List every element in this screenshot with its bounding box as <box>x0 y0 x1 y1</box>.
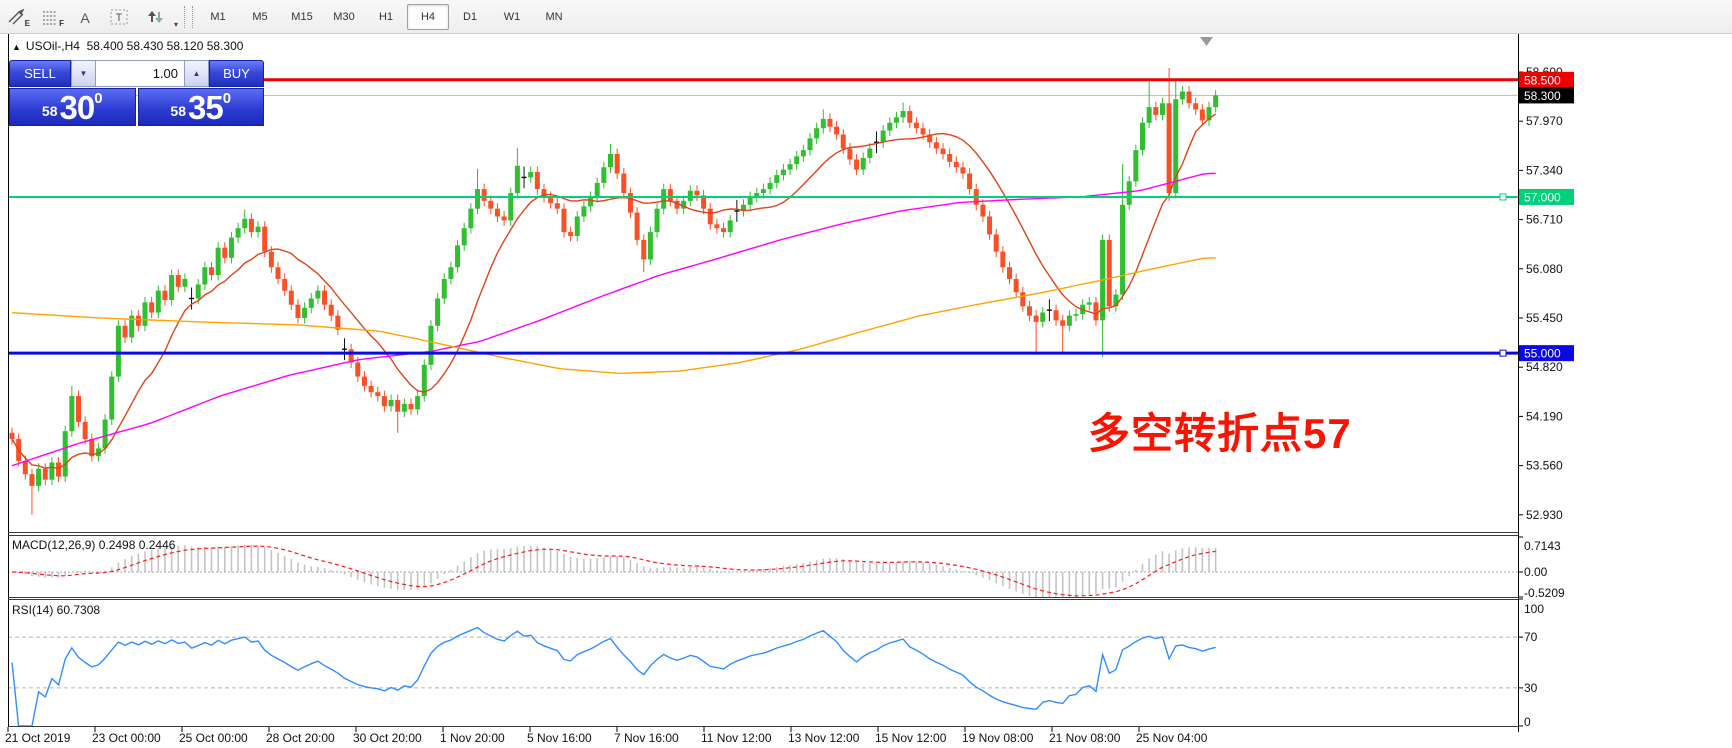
toolbar-grip[interactable] <box>184 5 193 28</box>
lot-size-input[interactable] <box>96 60 184 87</box>
ask-price-big: 35 <box>188 89 224 126</box>
svg-text:21 Nov 08:00: 21 Nov 08:00 <box>1049 731 1121 745</box>
ask-price-button[interactable]: 58 35 0 <box>137 88 264 126</box>
price-axis: 58.60057.97057.34056.71056.08055.45054.8… <box>1518 65 1574 729</box>
text-label-tool-button[interactable]: T <box>103 4 135 30</box>
sell-button[interactable]: SELL <box>9 60 71 87</box>
lot-decrease-button[interactable]: ▼ <box>71 60 96 87</box>
svg-text:57.000: 57.000 <box>1524 190 1561 204</box>
svg-text:19 Nov 08:00: 19 Nov 08:00 <box>962 731 1034 745</box>
one-click-trading-panel: SELL ▼ ▲ BUY 58 30 0 58 35 0 <box>9 60 264 126</box>
svg-text:28 Oct 20:00: 28 Oct 20:00 <box>266 731 335 745</box>
svg-text:25 Oct 00:00: 25 Oct 00:00 <box>179 731 248 745</box>
bid-price-small: 58 <box>41 103 58 119</box>
bid-price-sup: 0 <box>94 90 103 107</box>
time-axis: 21 Oct 2019 23 Oct 00:00 25 Oct 00:00 28 Oc… <box>5 727 1208 745</box>
svg-text:A: A <box>80 10 90 25</box>
svg-text:30 Oct 20:00: 30 Oct 20:00 <box>353 731 422 745</box>
svg-text:56.710: 56.710 <box>1526 213 1563 227</box>
svg-text:T: T <box>116 12 123 24</box>
rsi-line <box>11 626 1216 726</box>
svg-text:11 Nov 12:00: 11 Nov 12:00 <box>701 731 772 745</box>
ma-mid <box>11 172 1216 467</box>
chart-shift-marker-icon[interactable] <box>1200 37 1213 46</box>
text-icon: A <box>80 10 90 25</box>
chart-title: ▲ USOil-,H4 58.400 58.430 58.120 58.300 <box>12 39 243 53</box>
equidistant-channel-icon <box>8 8 25 24</box>
svg-text:58.500: 58.500 <box>1524 73 1561 87</box>
timeframe-button-m5[interactable]: M5 <box>252 10 268 23</box>
timeframe-button-mn[interactable]: MN <box>545 10 563 23</box>
svg-text:57.970: 57.970 <box>1526 114 1563 128</box>
chart-annotation: 多空转折点57 <box>1088 410 1352 457</box>
svg-text:13 Nov 12:00: 13 Nov 12:00 <box>788 731 860 745</box>
bid-price-big: 30 <box>59 89 96 126</box>
svg-text:55.450: 55.450 <box>1526 311 1563 325</box>
rsi-label: RSI(14) 60.7308 <box>12 603 101 617</box>
ma-slow <box>11 257 1216 375</box>
svg-text:55.000: 55.000 <box>1524 347 1561 361</box>
ask-price-sup: 0 <box>222 90 232 107</box>
svg-text:1 Nov 20:00: 1 Nov 20:00 <box>440 731 505 745</box>
toolbar: E F A T ▾ <box>0 0 1732 34</box>
svg-text:57.340: 57.340 <box>1526 163 1563 177</box>
timeframe-button-d1[interactable]: D1 <box>462 10 478 23</box>
candlestick-series <box>9 68 1219 515</box>
pivot-line-57-handle[interactable] <box>1499 193 1507 201</box>
text-tool-button[interactable]: A <box>69 4 101 30</box>
svg-text:0.7143: 0.7143 <box>1524 539 1561 553</box>
svg-text:0: 0 <box>1524 715 1531 729</box>
timeframe-button-w1[interactable]: W1 <box>503 10 521 23</box>
buy-button[interactable]: BUY <box>209 60 264 87</box>
symbol-period-label: USOil-,H4 <box>25 39 80 53</box>
text-label-icon: T <box>110 9 128 24</box>
timeframe-button-m1[interactable]: M1 <box>210 10 226 23</box>
fibonacci-tool-button[interactable]: F <box>35 4 67 30</box>
svg-text:70: 70 <box>1524 630 1538 644</box>
equidistant-channel-tool-button[interactable]: E <box>1 4 33 30</box>
ma-fast <box>11 113 1217 470</box>
svg-text:53.560: 53.560 <box>1526 459 1563 473</box>
ohlc-values: 58.400 58.430 58.120 58.300 <box>86 39 244 53</box>
svg-text:15 Nov 12:00: 15 Nov 12:00 <box>875 731 947 745</box>
svg-text:54.190: 54.190 <box>1526 409 1563 423</box>
svg-text:56.080: 56.080 <box>1526 262 1563 276</box>
pivot-line-57-price-label <box>1519 188 1574 205</box>
timeframe-button-m15[interactable]: M15 <box>291 10 313 23</box>
timeframe-button-m30[interactable]: M30 <box>333 10 355 23</box>
resistance-line-price-label <box>1519 71 1574 88</box>
svg-text:52.930: 52.930 <box>1526 508 1563 522</box>
timeframe-button-h4[interactable]: H4 <box>407 3 449 30</box>
bid-price-button[interactable]: 58 30 0 <box>9 88 136 126</box>
arrows-icon <box>147 10 163 23</box>
ask-price-small: 58 <box>170 103 186 119</box>
timeframe-button-group: M1 M5 M15 M30 H1 H4 D1 W1 MN <box>197 3 575 30</box>
macd-label: MACD(12,26,9) 0.2498 0.2446 <box>12 538 176 552</box>
svg-text:7 Nov 16:00: 7 Nov 16:00 <box>614 731 679 745</box>
arrows-tool-button[interactable]: ▾ <box>137 4 179 30</box>
dropdown-caret-icon: ▾ <box>173 19 178 29</box>
svg-text:21 Oct 2019: 21 Oct 2019 <box>5 731 71 745</box>
lot-increase-button[interactable]: ▲ <box>184 60 209 87</box>
fibonacci-retracement-icon <box>43 10 57 25</box>
svg-text:58.300: 58.300 <box>1524 89 1561 103</box>
support-line-55-handle[interactable] <box>1499 349 1507 357</box>
svg-text:30: 30 <box>1524 681 1538 695</box>
svg-text:5 Nov 16:00: 5 Nov 16:00 <box>527 731 592 745</box>
current-price-line-price-label <box>1519 87 1574 104</box>
svg-text:54.820: 54.820 <box>1526 360 1563 374</box>
svg-text:25 Nov 04:00: 25 Nov 04:00 <box>1136 731 1208 745</box>
tool-sub-label: E <box>24 18 30 28</box>
timeframe-button-h1[interactable]: H1 <box>378 10 394 23</box>
svg-text:23 Oct 00:00: 23 Oct 00:00 <box>92 731 161 745</box>
svg-text:100: 100 <box>1524 602 1544 616</box>
tool-sub-label: F <box>59 18 64 28</box>
svg-text:-0.5209: -0.5209 <box>1524 586 1565 600</box>
macd-signal-line <box>11 545 1216 597</box>
support-line-55-price-label <box>1519 345 1574 362</box>
symbol-marker-icon: ▲ <box>12 42 21 52</box>
svg-text:0.00: 0.00 <box>1524 565 1548 579</box>
